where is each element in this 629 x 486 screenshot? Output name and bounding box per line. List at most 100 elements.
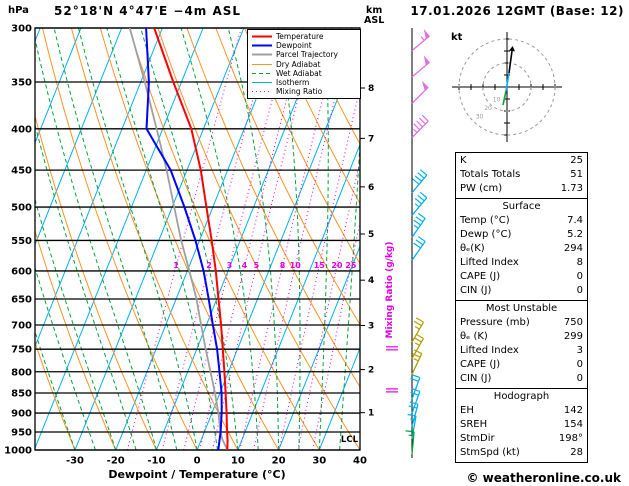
legend-label: Parcel Trajectory <box>276 50 338 60</box>
pressure-tick-label: 300 <box>11 24 32 35</box>
hodograph-unit-label: kt <box>451 32 463 43</box>
wind-barb <box>411 28 431 52</box>
wind-barb <box>411 191 428 216</box>
mixing-ratio-value-label: 3 <box>227 261 233 270</box>
legend-item-wet-adiabat: Wet Adiabat <box>251 69 357 78</box>
mixing-ratio-value-label: 25 <box>345 261 357 270</box>
wind-barb-full <box>414 175 423 182</box>
stat-label: K <box>460 155 467 166</box>
stat-row-temp-c: Temp (°C) 7.4 <box>460 214 583 228</box>
stat-value: 198° <box>558 433 583 444</box>
mixing-ratio-value-label: 10 <box>290 261 302 270</box>
wind-barb <box>408 401 419 427</box>
km-tick-label: 6 <box>368 183 374 193</box>
pressure-axis-unit: hPa <box>8 5 29 16</box>
wind-barb-flag <box>423 28 430 40</box>
dry-adiabat-line <box>244 28 360 265</box>
wind-barb-full <box>410 391 419 396</box>
wind-barb <box>411 114 429 138</box>
pressure-tick-label: 950 <box>11 428 32 439</box>
wind-barb-full <box>415 239 424 246</box>
plot-frame <box>34 27 361 451</box>
mixing-ratio-line <box>253 28 353 450</box>
wind-barb-full <box>416 120 424 128</box>
legend-label: Wet Adiabat <box>276 68 322 78</box>
wind-barb-staff <box>411 338 425 359</box>
stat-label: CIN (J) <box>460 285 492 296</box>
legend-line-sample <box>252 82 272 84</box>
legend-item-isotherm: Isotherm <box>251 78 357 87</box>
wind-barb-staff <box>411 35 431 52</box>
run-datetime: 17.01.2026 12GMT (Base: 12) <box>410 4 624 18</box>
wind-barb-staff <box>411 120 429 138</box>
stat-label: Temp (°C) <box>460 215 510 226</box>
pressure-tick-label: 600 <box>11 266 32 277</box>
hodograph-trace-segment <box>508 50 513 74</box>
stat-value: 7.4 <box>567 215 583 226</box>
mixing-ratio-value-label: 20 <box>331 261 343 270</box>
wet-adiabat-line <box>140 28 239 450</box>
isotherm-line <box>35 28 163 348</box>
wind-barb <box>411 349 423 375</box>
wind-barb-full <box>419 169 428 176</box>
stat-label: Lifted Index <box>460 257 519 268</box>
wind-barb-half <box>413 358 419 362</box>
stats-section-surface: Surface Temp (°C) 7.4 Dewp (°C) 5.2 θₑ(K) 294 L… <box>456 198 587 300</box>
stat-row-cin-j: CIN (J) 0 <box>460 372 583 386</box>
stat-row-sreh: SREH 154 <box>460 418 583 432</box>
pressure-tick-label: 550 <box>11 236 32 247</box>
mixing-ratio-value-label: 1 <box>173 261 179 270</box>
stat-row-cin-j: CIN (J) 0 <box>460 284 583 298</box>
legend-line-sample <box>252 63 272 65</box>
stats-section-most-unstable: Most Unstable Pressure (mb) 750 θₑ (K) 299 Li… <box>456 300 587 388</box>
pressure-tick-label: 350 <box>11 78 32 89</box>
temp-axis-label: Dewpoint / Temperature (°C) <box>108 468 285 481</box>
stat-row-k: θₑ(K) 294 <box>460 242 583 256</box>
stat-label: StmDir <box>460 433 495 444</box>
stat-row-eh: EH 142 <box>460 404 583 418</box>
isotherm-line <box>318 346 360 450</box>
stats-section-hodograph: Hodograph EH 142 SREH 154 StmDir 198° StmSpd (k… <box>456 388 587 462</box>
wind-barb <box>411 213 426 238</box>
parcel-trajectory-curve <box>128 28 229 450</box>
stat-value: 750 <box>563 317 583 328</box>
legend-line-sample <box>252 35 272 38</box>
isotherm-line <box>35 28 82 145</box>
wind-barb-half <box>412 128 418 133</box>
wind-barb-full <box>405 430 415 433</box>
wind-barb-column <box>405 28 431 458</box>
stat-value: 154 <box>563 419 583 430</box>
pressure-tick-label: 800 <box>11 367 32 378</box>
legend-item-temperature: Temperature <box>251 32 357 41</box>
mixing-ratio-line <box>183 28 292 450</box>
wind-barb-full <box>413 123 421 131</box>
mixing-ratio-line <box>239 28 341 450</box>
stats-section-indices: K 25 Totals Totals 51 PW (cm) 1.73 <box>456 153 587 198</box>
hodograph-ring-label: 10 <box>493 96 501 103</box>
stat-value: 3 <box>576 345 583 356</box>
copyright-credit: © weatheronline.co.uk <box>466 471 621 485</box>
stats-section-title: Hodograph <box>493 391 550 402</box>
stat-row-pressure-mb: Pressure (mb) 750 <box>460 316 583 330</box>
wind-barb-full <box>415 216 424 223</box>
stat-value: 51 <box>570 169 583 180</box>
stat-label: Totals Totals <box>460 169 521 180</box>
wind-barb-half <box>413 224 419 229</box>
mixing-ratio-value-label: 15 <box>314 261 326 270</box>
wind-barb-half <box>410 418 416 421</box>
wind-barb-staff <box>411 391 421 414</box>
stat-label: CAPE (J) <box>460 359 501 370</box>
wind-barb <box>410 374 421 400</box>
mixing-ratio-axis-label: Mixing Ratio (g/kg) <box>385 241 395 338</box>
wind-barb-full <box>408 405 418 409</box>
pressure-tick-label: 500 <box>11 203 32 214</box>
stat-label: EH <box>460 405 474 416</box>
stat-value: 0 <box>576 271 583 282</box>
hodograph-ring-label: 20 <box>484 105 492 112</box>
stat-value: 299 <box>563 331 583 342</box>
stat-row-cape-j: CAPE (J) 0 <box>460 358 583 372</box>
hodograph-ring <box>482 62 532 112</box>
temp-tick-label: -20 <box>107 456 125 467</box>
temp-tick-label: -10 <box>147 456 165 467</box>
